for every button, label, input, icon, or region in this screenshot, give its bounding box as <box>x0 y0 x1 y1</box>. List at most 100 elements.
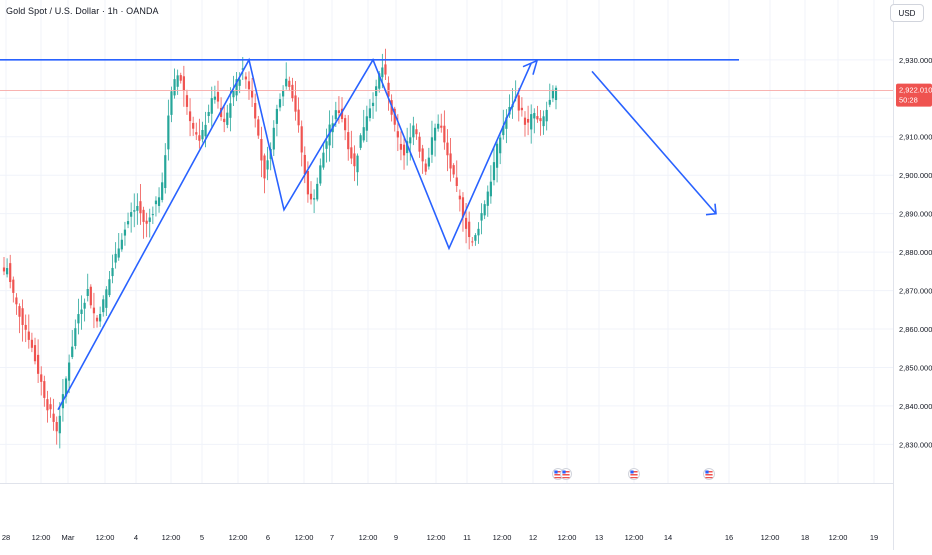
candle-body <box>437 123 440 129</box>
candle-body <box>499 137 502 154</box>
y-tick-label: 2,880.000 <box>899 248 932 257</box>
candle-body <box>27 331 30 340</box>
candle-body <box>396 131 399 138</box>
candle-body <box>123 229 127 236</box>
candle-body <box>247 81 251 90</box>
candle-body <box>223 118 226 123</box>
candle-body <box>133 210 136 212</box>
x-tick-label: 4 <box>134 533 138 542</box>
candle-body <box>461 197 465 218</box>
candle-body <box>24 324 27 330</box>
candle-body <box>148 217 151 222</box>
candle-body <box>229 103 232 118</box>
flag-us-icon-canton <box>562 470 566 474</box>
candle-body <box>409 137 412 144</box>
chart-title: Gold Spot / U.S. Dollar · 1h · OANDA <box>6 6 159 16</box>
candle-body <box>551 89 554 99</box>
candle-body <box>297 109 300 126</box>
candle-body <box>517 95 520 111</box>
candle-body <box>74 328 77 347</box>
candle-body <box>424 163 427 172</box>
candle-body <box>92 307 96 314</box>
candle-body <box>480 213 483 221</box>
candle-body <box>306 170 310 195</box>
candle-body <box>142 209 145 222</box>
candle-body <box>530 114 533 130</box>
candle-body <box>406 141 409 154</box>
flag-us-icon-stripe <box>562 474 570 476</box>
x-tick-label: 12:00 <box>359 533 378 542</box>
candle-body <box>170 91 173 115</box>
candle-body <box>418 136 421 152</box>
candle-body <box>350 147 353 159</box>
candle-body <box>201 129 204 140</box>
candle-body <box>114 253 117 263</box>
candle-body <box>347 132 350 150</box>
flag-us-icon-stripe <box>562 471 570 473</box>
x-tick-label: 14 <box>664 533 672 542</box>
candle-body <box>167 115 170 150</box>
candle-body <box>89 286 92 306</box>
candle-body <box>95 317 99 322</box>
candle-body <box>176 75 179 87</box>
candle-body <box>399 143 403 150</box>
x-tick-label: 12:00 <box>493 533 512 542</box>
candle-body <box>117 248 120 258</box>
candle-body <box>421 148 424 162</box>
candle-body <box>161 182 164 200</box>
y-tick-label: 2,890.000 <box>899 210 932 219</box>
candle-body <box>40 374 43 382</box>
flag-us-icon-stripe <box>705 471 713 473</box>
candle-body <box>83 302 86 309</box>
candle-body <box>241 68 244 70</box>
flag-us-icon-canton <box>554 470 558 474</box>
candle-body <box>278 99 282 108</box>
x-tick-label: 13 <box>595 533 603 542</box>
y-tick-label: 2,900.000 <box>899 171 932 180</box>
candle-body <box>130 212 133 217</box>
candle-body <box>195 132 198 135</box>
candle-body <box>455 177 458 186</box>
x-tick-label: 18 <box>801 533 809 542</box>
candle-body <box>21 308 24 325</box>
x-tick-label: 12:00 <box>295 533 314 542</box>
y-tick-label: 2,910.000 <box>899 133 932 142</box>
candle-body <box>502 125 505 136</box>
candle-body <box>58 415 61 434</box>
candle-body <box>164 155 167 189</box>
projection-arrowhead <box>705 203 717 216</box>
candle-body <box>238 79 241 86</box>
y-tick-label: 2,830.000 <box>899 440 932 449</box>
flag-us-icon-canton <box>630 470 634 474</box>
pattern-zigzag <box>57 57 532 411</box>
x-tick-label: 16 <box>725 533 733 542</box>
candle-body <box>266 160 269 170</box>
candle-body <box>30 339 34 348</box>
candle-body <box>359 135 362 148</box>
x-tick-label: 5 <box>200 533 204 542</box>
candle-body <box>328 124 331 146</box>
candle-body <box>393 108 396 125</box>
candle-body <box>452 165 455 175</box>
x-tick-label: 19 <box>870 533 878 542</box>
x-tick-label: 6 <box>266 533 270 542</box>
candle-body <box>381 67 384 78</box>
candle-body <box>108 279 111 296</box>
flag-us-icon-stripe <box>705 474 713 476</box>
countdown-timer: 50:28 <box>899 96 918 105</box>
candle-body <box>213 96 216 100</box>
candle-body <box>105 289 108 308</box>
x-tick-label: 12:00 <box>761 533 780 542</box>
candle-body <box>210 98 213 114</box>
candle-body <box>99 313 102 322</box>
candle-body <box>52 413 55 422</box>
candle-body <box>545 109 548 122</box>
drawings-layer <box>0 57 739 411</box>
candle-body <box>250 90 254 98</box>
currency-button[interactable]: USD <box>890 4 924 22</box>
candle-body <box>309 193 313 200</box>
flag-us-icon <box>703 468 715 480</box>
flag-us-icon <box>560 468 572 480</box>
